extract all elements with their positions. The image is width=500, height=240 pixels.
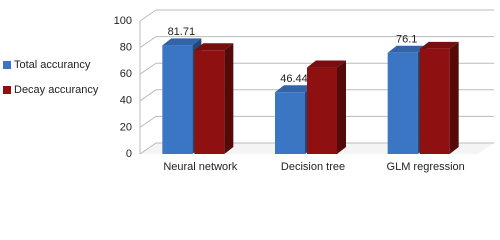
bar-top	[307, 60, 346, 68]
bar	[419, 48, 450, 154]
bar-side	[224, 43, 234, 155]
legend-label: Decay accurancy	[14, 84, 99, 96]
y-tick-label: 40	[120, 95, 132, 107]
grid-line	[139, 115, 494, 128]
data-label: 76.1	[396, 34, 417, 46]
chart: 0 20 40 60 80 100 Neural network 81.71 Decision …	[3, 9, 494, 173]
bar-side	[337, 60, 346, 154]
bar	[275, 92, 305, 154]
bar-top	[162, 38, 202, 46]
y-tick-label: 0	[126, 148, 132, 160]
y-tick-label: 60	[120, 68, 132, 80]
legend-label: Total accurancy	[14, 59, 91, 71]
data-label: 81.71	[168, 26, 196, 38]
grid-line	[139, 62, 494, 75]
y-tick-label: 20	[120, 121, 132, 133]
bar-top	[275, 85, 314, 93]
x-tick-label: Neural network	[163, 161, 237, 173]
bar	[162, 45, 193, 154]
bar	[387, 52, 418, 154]
bar-top	[194, 43, 234, 51]
grid-line	[139, 89, 494, 102]
bar	[307, 67, 337, 154]
bar-side	[449, 41, 459, 154]
y-tick-label: 80	[120, 42, 132, 54]
grid-line	[139, 36, 494, 49]
bar	[194, 50, 225, 155]
grid-line	[139, 142, 494, 155]
y-tick-label: 100	[114, 15, 132, 27]
bar-top	[419, 41, 459, 49]
data-label: 46.44	[280, 73, 308, 85]
x-tick-label: Decision tree	[281, 161, 345, 173]
x-tick-label: GLM regression	[387, 161, 465, 173]
grid-line	[139, 9, 494, 22]
bar-top	[387, 45, 427, 53]
legend-swatch	[3, 61, 11, 69]
legend-swatch	[3, 86, 11, 94]
